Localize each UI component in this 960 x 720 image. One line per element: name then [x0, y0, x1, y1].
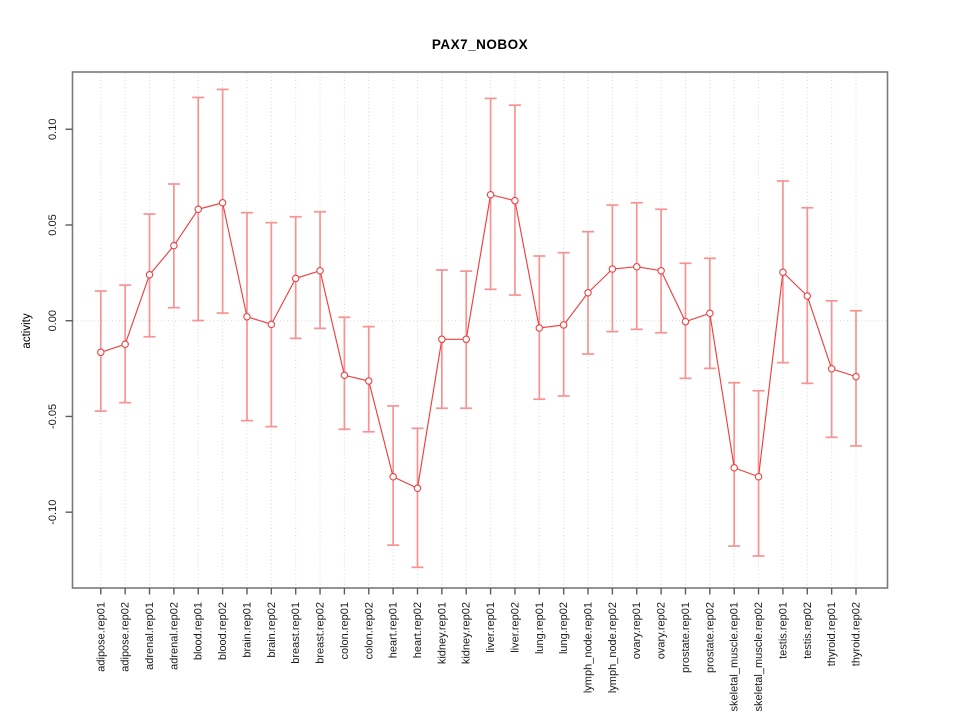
data-point	[730, 464, 738, 472]
x-tick-label: kidney.rep01	[436, 602, 448, 664]
x-tick-label: thyroid.rep02	[851, 602, 863, 666]
data-point	[608, 265, 617, 273]
data-point	[316, 266, 324, 275]
x-tick-label: heart.rep01	[388, 602, 400, 658]
data-point	[438, 335, 446, 344]
x-tick-label: prostate.rep01	[680, 602, 692, 673]
x-tick-label: kidney.rep02	[461, 602, 473, 664]
x-tick-label: breast.rep01	[290, 602, 302, 664]
chart-title: PAX7_NOBOX	[432, 37, 528, 52]
plot-area: 0.10 0.05 0.00 -0.05 -0.10 adipose.rep01 adipo…	[47, 71, 889, 711]
data-point	[291, 274, 300, 283]
x-tick-label: skeletal_muscle.rep01	[729, 602, 741, 711]
data-point	[681, 317, 690, 326]
data-point	[511, 196, 519, 205]
x-tick-label: lymph_node.rep02	[607, 602, 619, 693]
y-tick-label: 0.00	[47, 310, 59, 331]
data-point	[194, 205, 202, 214]
x-tick-label: adipose.rep02	[120, 602, 132, 672]
x-tick-label: adrenal.rep02	[168, 602, 180, 670]
x-tick-label: prostate.rep02	[704, 602, 716, 673]
data-point	[389, 473, 397, 481]
x-tick-label: breast.rep02	[315, 602, 327, 664]
x-tick-label: lung.rep01	[534, 602, 546, 654]
data-point	[657, 266, 665, 275]
y-tick-label: 0.10	[47, 119, 59, 140]
x-tick-label: blood.rep02	[217, 602, 229, 660]
data-point	[267, 320, 276, 329]
y-tick-label: -0.05	[47, 404, 59, 429]
x-tick-label: testis.rep02	[802, 602, 814, 659]
x-tick-label: skeletal_muscle.rep02	[753, 602, 765, 711]
data-point	[535, 324, 544, 332]
x-tick-label: liver.rep01	[485, 602, 497, 653]
data-point	[365, 377, 373, 385]
x-tick-label: thyroid.rep01	[826, 602, 838, 666]
x-tick-label: blood.rep01	[193, 602, 205, 660]
data-point	[145, 271, 154, 279]
x-tick-label: brain.rep01	[241, 602, 253, 658]
data-point	[97, 348, 105, 357]
data-point	[779, 268, 787, 277]
data-point	[486, 190, 495, 199]
x-tick-label: colon.rep02	[363, 602, 375, 660]
data-point	[340, 371, 349, 380]
x-tick-label: adipose.rep01	[95, 602, 107, 672]
x-tick-label: ovary.rep01	[631, 602, 643, 659]
x-tick-label: colon.rep01	[339, 602, 351, 660]
data-point	[754, 473, 763, 481]
data-point	[121, 340, 129, 349]
x-tick-label: brain.rep02	[266, 602, 278, 658]
x-tick-label: lung.rep02	[558, 602, 570, 654]
x-tick-label: heart.rep02	[412, 602, 424, 658]
y-tick-label: -0.10	[47, 500, 59, 525]
data-point	[462, 335, 470, 344]
data-point	[170, 241, 178, 250]
data-point	[559, 321, 568, 329]
x-tick-label: ovary.rep02	[656, 602, 668, 659]
data-point	[827, 365, 836, 373]
x-tick-label: adrenal.rep01	[144, 602, 156, 670]
y-tick-label: 0.05	[47, 214, 59, 235]
data-point	[413, 484, 422, 492]
data-point	[218, 199, 227, 207]
data-point	[584, 289, 592, 297]
x-tick-label: lymph_node.rep01	[583, 602, 595, 693]
data-point	[803, 292, 812, 300]
x-tick-label: liver.rep02	[509, 602, 521, 653]
data-point	[852, 372, 860, 381]
data-point	[243, 312, 251, 321]
data-point	[632, 262, 641, 271]
y-axis-label: activity	[21, 313, 33, 348]
series-line	[100, 194, 857, 490]
x-tick-label: testis.rep01	[777, 602, 789, 659]
plot-border	[71, 71, 889, 589]
data-point	[706, 309, 714, 317]
